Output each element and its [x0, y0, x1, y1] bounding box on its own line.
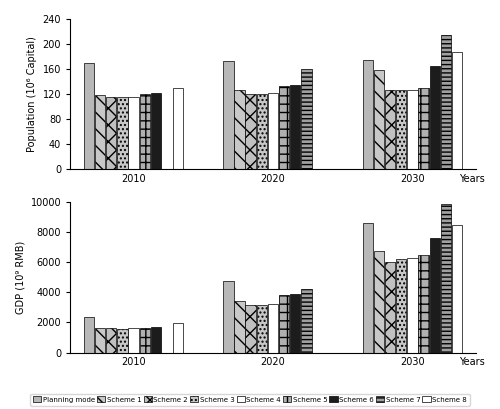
Bar [234, 301, 244, 353]
Bar [268, 93, 278, 169]
Bar [374, 70, 384, 169]
Bar [385, 90, 396, 169]
Bar [362, 223, 373, 353]
Bar [173, 88, 184, 169]
Bar [396, 259, 406, 353]
Bar [117, 97, 128, 169]
Bar [430, 238, 440, 353]
Bar [407, 258, 418, 353]
Bar [256, 305, 267, 353]
Y-axis label: Population (10⁶ Capital): Population (10⁶ Capital) [27, 36, 37, 152]
Bar [268, 303, 278, 353]
Bar [256, 94, 267, 169]
Bar [84, 317, 94, 353]
Bar [223, 281, 234, 353]
Bar [418, 88, 428, 169]
Bar [430, 66, 440, 169]
Bar [128, 328, 139, 353]
Legend: Planning mode, Scheme 1, Scheme 2, Scheme 3, Scheme 4, Scheme 5, Scheme 6, Schem: Planning mode, Scheme 1, Scheme 2, Schem… [30, 394, 469, 406]
Bar [95, 95, 106, 169]
Bar [440, 204, 451, 353]
Bar [452, 52, 462, 169]
Bar [246, 305, 256, 353]
Bar [173, 323, 184, 353]
Bar [362, 60, 373, 169]
Bar [150, 93, 161, 169]
Bar [407, 90, 418, 169]
Y-axis label: GDP (10⁹ RMB): GDP (10⁹ RMB) [15, 241, 25, 314]
Bar [106, 97, 117, 169]
Bar [396, 90, 406, 169]
Bar [374, 251, 384, 353]
Bar [246, 94, 256, 169]
Bar [140, 328, 150, 353]
Bar [452, 225, 462, 353]
Bar [150, 327, 161, 353]
Bar [223, 61, 234, 169]
Bar [279, 86, 289, 169]
Bar [140, 94, 150, 169]
Bar [385, 262, 396, 353]
Bar [84, 63, 94, 169]
Bar [234, 90, 244, 169]
Bar [290, 294, 300, 353]
Bar [440, 35, 451, 169]
Bar [128, 97, 139, 169]
Bar [302, 289, 312, 353]
Bar [302, 69, 312, 169]
Bar [95, 328, 106, 353]
Bar [117, 329, 128, 353]
Bar [290, 85, 300, 169]
Bar [279, 295, 289, 353]
Bar [106, 328, 117, 353]
Bar [418, 255, 428, 353]
